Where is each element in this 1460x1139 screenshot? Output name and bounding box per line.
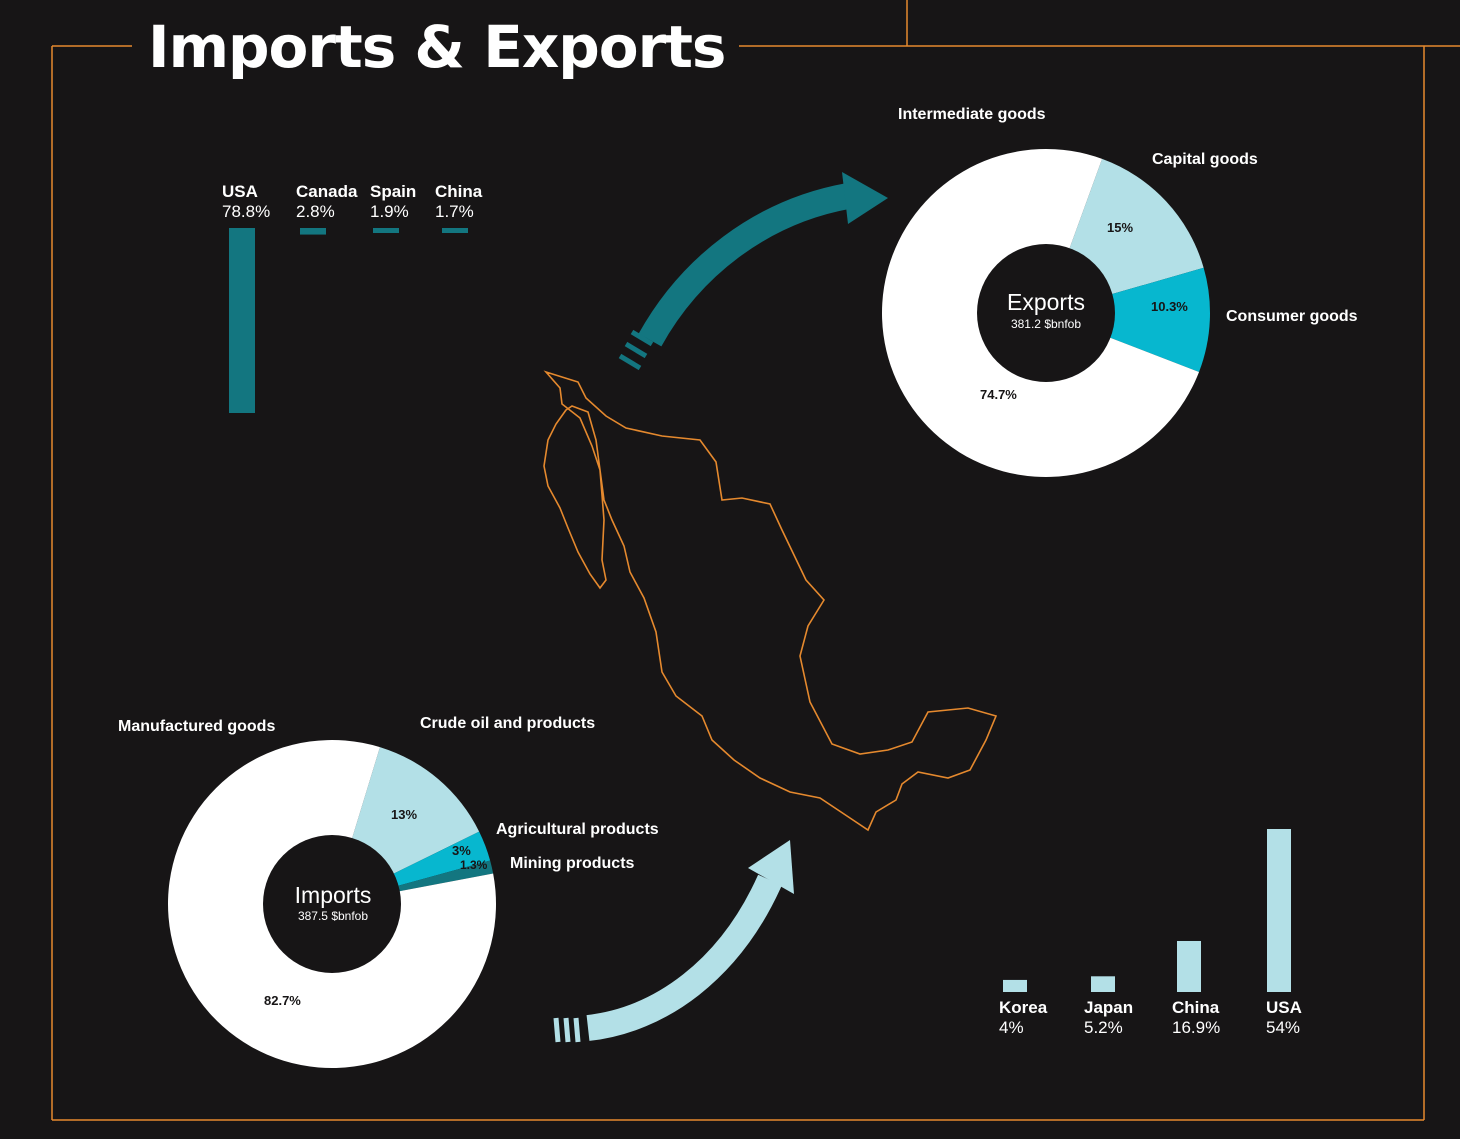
import-bar-value-usa: 54% [1266, 1018, 1301, 1037]
export-bar-spain [373, 228, 399, 233]
imports-donut-hole [263, 835, 401, 973]
exports-slice-label-intermediate: Intermediate goods [898, 106, 1046, 123]
import-bar-japan [1091, 976, 1115, 992]
import-bar-label-usa: USA [1266, 998, 1302, 1017]
import-bar-china [1177, 940, 1201, 992]
exports-slice-label-capital: Capital goods [1152, 151, 1258, 168]
import-bar-label-korea: Korea [999, 998, 1048, 1017]
export-bar-china [442, 228, 468, 233]
imports-slice-label-manufactured: Manufactured goods [118, 718, 276, 735]
export-arrow [618, 172, 888, 371]
export-bar-label-usa: USA [222, 182, 258, 201]
imports-center-subtitle: 387.5 $bnfob [297, 909, 369, 923]
page-title: Imports & Exports [146, 10, 740, 84]
import-origins-bar-chart [1003, 829, 1291, 992]
import-bar-korea [1003, 979, 1027, 992]
import-bar-usa [1267, 829, 1291, 992]
imports-center-title: Imports [294, 882, 372, 908]
export-bar-label-canada: Canada [296, 182, 358, 201]
export-bar-value-usa: 78.8% [222, 202, 271, 221]
export-bar-value-spain: 1.9% [370, 202, 409, 221]
imports-slice-value-crude-oil: 13% [391, 807, 418, 822]
export-bar-label-china: China [435, 182, 483, 201]
import-bar-value-korea: 4% [999, 1018, 1024, 1037]
imports-slice-label-crude-oil: Crude oil and products [420, 715, 596, 732]
imports-donut-chart [168, 740, 497, 1069]
imports-slice-value-mining: 1.3% [460, 858, 488, 872]
imports-slice-value-agricultural: 3% [452, 843, 471, 858]
import-arrow [553, 840, 794, 1043]
exports-donut-hole [977, 244, 1115, 382]
imports-slice-label-mining: Mining products [510, 855, 635, 872]
export-bar-usa [229, 228, 255, 413]
exports-slice-value-capital: 15% [1107, 220, 1134, 235]
exports-slice-1 [1046, 267, 1210, 372]
frame-lines [51, 0, 1460, 1121]
exports-donut-chart [881, 148, 1210, 477]
import-bar-label-japan: Japan [1084, 998, 1134, 1017]
export-destinations-bar-chart [229, 228, 468, 413]
exports-center-title: Exports [1007, 289, 1085, 315]
exports-slice-value-consumer: 10.3% [1151, 299, 1188, 314]
mexico-map-outline [543, 370, 998, 832]
import-bar-value-japan: 5.2% [1084, 1018, 1123, 1037]
import-bar-label-china: China [1172, 998, 1220, 1017]
exports-center-subtitle: 381.2 $bnfob [1010, 317, 1082, 331]
export-bar-value-canada: 2.8% [296, 202, 335, 221]
export-bar-value-china: 1.7% [435, 202, 474, 221]
exports-slice-label-consumer: Consumer goods [1226, 308, 1358, 325]
export-bar-canada [300, 228, 326, 235]
export-bar-label-spain: Spain [370, 182, 417, 201]
imports-slice-value-manufactured: 82.7% [264, 993, 301, 1008]
import-bar-value-china: 16.9% [1172, 1018, 1221, 1037]
imports-slice-label-agricultural: Agricultural products [496, 821, 659, 838]
exports-slice-value-intermediate: 74.7% [980, 387, 1017, 402]
